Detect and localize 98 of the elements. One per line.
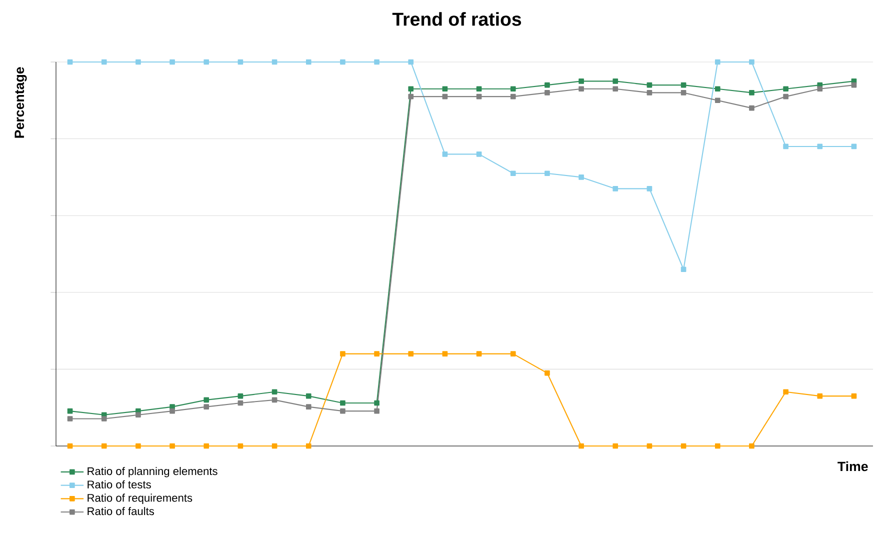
point: [612, 78, 618, 84]
point: [476, 151, 482, 157]
point: [340, 351, 346, 357]
point: [408, 94, 414, 100]
point: [680, 82, 686, 88]
point: [646, 443, 652, 449]
point: [408, 351, 414, 357]
point: [442, 86, 448, 92]
point: [374, 400, 380, 406]
point: [578, 174, 584, 180]
point: [170, 443, 175, 449]
point: [783, 94, 788, 100]
point: [101, 59, 107, 65]
point: [510, 351, 516, 357]
point: [749, 105, 754, 111]
point: [306, 404, 312, 410]
point: [340, 400, 346, 406]
point: [783, 86, 788, 92]
point: [578, 86, 584, 92]
point: [851, 144, 857, 150]
point: [170, 59, 175, 65]
point: [646, 90, 652, 96]
point: [544, 90, 550, 96]
point: [714, 98, 720, 104]
point: [306, 443, 312, 449]
point: [510, 170, 516, 176]
point: [680, 443, 686, 449]
point: [510, 94, 516, 100]
point: [170, 408, 175, 414]
point: [204, 443, 210, 449]
point: [851, 393, 857, 399]
point: [272, 443, 278, 449]
point: [578, 78, 584, 84]
point: [374, 408, 380, 414]
point: [544, 170, 550, 176]
point: [67, 408, 73, 414]
point: [101, 443, 107, 449]
point: [306, 393, 312, 399]
point: [272, 397, 278, 403]
legend-label: Ratio of requirements: [88, 494, 192, 504]
point: [204, 404, 210, 410]
point: [238, 400, 244, 406]
point: [749, 443, 754, 449]
point: [340, 408, 346, 414]
point: [408, 59, 414, 65]
point: [646, 82, 652, 88]
point: [204, 397, 210, 403]
point: [851, 82, 857, 88]
point: [714, 86, 720, 92]
legend-label: Ratio of tests: [88, 480, 151, 488]
point: [749, 59, 754, 65]
point: [442, 151, 448, 157]
point: [680, 90, 686, 96]
point: [476, 94, 482, 100]
point: [646, 186, 652, 192]
point: [612, 86, 618, 92]
point: [204, 59, 210, 65]
legend-label: Ratio of faults: [88, 507, 154, 516]
point: [442, 94, 448, 100]
point: [714, 443, 720, 449]
y-axis-title: Percentage: [14, 67, 27, 138]
point: [238, 59, 244, 65]
point: [612, 443, 618, 449]
point: [67, 59, 73, 65]
point: [817, 393, 823, 399]
point: [136, 59, 141, 65]
x-axis-title: Time: [838, 461, 868, 472]
point: [374, 59, 380, 65]
point: [783, 144, 788, 150]
point: [544, 82, 550, 88]
point: [817, 86, 823, 92]
point: [680, 266, 686, 272]
point: [238, 443, 244, 449]
point: [67, 416, 73, 422]
point: [783, 389, 788, 395]
point: [67, 443, 73, 449]
point: [408, 86, 414, 92]
point: [306, 59, 312, 65]
point: [510, 86, 516, 92]
point: [272, 389, 278, 395]
point: [340, 59, 346, 65]
legend-label: Ratio of planning elements: [88, 466, 218, 478]
point: [749, 90, 754, 96]
point: [612, 186, 618, 192]
point: [101, 416, 107, 422]
point: [578, 443, 584, 449]
point: [714, 59, 720, 65]
point: [374, 351, 380, 357]
point: [238, 393, 244, 399]
point: [272, 59, 278, 65]
point: [817, 144, 823, 150]
point: [544, 370, 550, 376]
point: [476, 86, 482, 92]
point: [476, 351, 482, 357]
chart-title: Trend of ratios: [392, 12, 522, 26]
point: [136, 443, 141, 449]
point: [442, 351, 448, 357]
point: [136, 412, 141, 418]
